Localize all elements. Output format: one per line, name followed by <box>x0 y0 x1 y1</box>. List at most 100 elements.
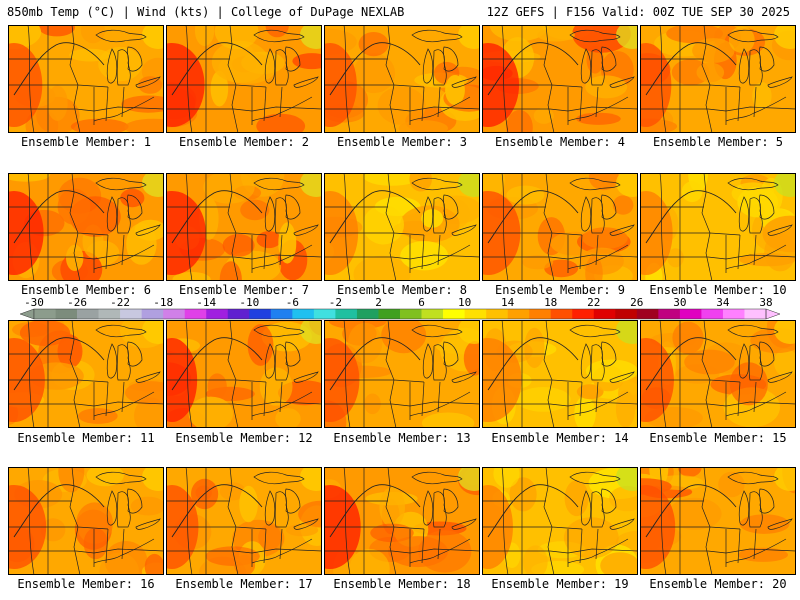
colorbar-swatch <box>77 309 99 319</box>
temperature-map <box>166 173 322 281</box>
colorbar-tick-label: 38 <box>759 296 773 309</box>
ensemble-map-panel <box>324 320 480 428</box>
state-boundaries <box>324 320 480 428</box>
colorbar-tick-label: 18 <box>544 296 558 309</box>
colorbar-swatch <box>615 309 638 319</box>
ensemble-map-panel <box>324 25 480 133</box>
temperature-colorbar: -30 -26 -22 -18 -14 -10 -6 -2 2 6 10 14 18 22 26 30 34 38… <box>0 296 800 320</box>
colorbar-swatch <box>270 309 293 319</box>
ensemble-member-label: Ensemble Member: 4 <box>494 135 626 149</box>
colorbar-swatch <box>184 309 207 319</box>
temperature-map <box>8 320 164 428</box>
header-title: 850mb Temp (°C) | Wind (kts) | College o… <box>7 5 405 19</box>
temperature-map <box>640 25 796 133</box>
temperature-map <box>166 320 322 428</box>
ensemble-member-label: Ensemble Member: 1 <box>20 135 152 149</box>
temperature-map <box>8 467 164 575</box>
state-boundaries <box>324 467 480 575</box>
ensemble-member-label: Ensemble Member: 16 <box>17 577 155 591</box>
ensemble-map-panel <box>8 25 164 133</box>
ensemble-member-label: Ensemble Member: 18 <box>333 577 471 591</box>
ensemble-member-label: Ensemble Member: 2 <box>178 135 310 149</box>
temperature-map <box>482 320 638 428</box>
state-boundaries <box>8 173 164 281</box>
state-boundaries <box>166 467 322 575</box>
ensemble-member-label: Ensemble Member: 10 <box>649 283 787 297</box>
colorbar-swatch <box>249 309 272 319</box>
colorbar-tick-label: 6 <box>418 296 425 309</box>
state-boundaries <box>8 467 164 575</box>
colorbar-right-arrow <box>765 308 781 320</box>
ensemble-member-label: Ensemble Member: 9 <box>494 283 626 297</box>
state-boundaries <box>166 320 322 428</box>
ensemble-map-panel <box>166 25 322 133</box>
colorbar-swatch <box>400 309 422 319</box>
ensemble-member-label: Ensemble Member: 5 <box>652 135 784 149</box>
temperature-map <box>8 25 164 133</box>
state-boundaries <box>640 25 796 133</box>
colorbar-swatch <box>550 309 573 319</box>
temperature-map <box>166 467 322 575</box>
ensemble-member-label: Ensemble Member: 19 <box>491 577 629 591</box>
ensemble-member-label: Ensemble Member: 7 <box>178 283 310 297</box>
ensemble-member-label: Ensemble Member: 14 <box>491 431 629 445</box>
ensemble-member-label: Ensemble Member: 3 <box>336 135 468 149</box>
ensemble-map-panel <box>324 467 480 575</box>
temperature-map <box>324 173 480 281</box>
colorbar-swatch <box>679 309 702 319</box>
colorbar-tick-label: -30 <box>24 296 44 309</box>
colorbar-tick-label: -26 <box>67 296 88 309</box>
colorbar-tick-label: -2 <box>328 296 343 309</box>
state-boundaries <box>482 173 638 281</box>
ensemble-map-panel <box>640 320 796 428</box>
colorbar-tick-label: -18 <box>153 296 174 309</box>
temperature-map <box>324 320 480 428</box>
header-valid-time: 12Z GEFS | F156 Valid: 00Z TUE SEP 30 20… <box>486 5 790 19</box>
colorbar-swatch <box>572 309 595 319</box>
colorbar-swatch <box>658 309 681 319</box>
colorbar-swatch <box>529 309 552 319</box>
state-boundaries <box>482 467 638 575</box>
colorbar-tick-label: 14 <box>500 296 515 309</box>
colorbar-tick-label: 2 <box>375 296 382 309</box>
colorbar-tick-label: 34 <box>716 296 730 309</box>
temperature-map <box>640 173 796 281</box>
ensemble-map-panel <box>482 173 638 281</box>
colorbar-swatch <box>292 309 315 319</box>
ensemble-member-label: Ensemble Member: 11 <box>17 431 155 445</box>
state-boundaries <box>482 320 638 428</box>
colorbar-swatch <box>701 309 724 319</box>
ensemble-member-label: Ensemble Member: 6 <box>20 283 152 297</box>
ensemble-member-label: Ensemble Member: 15 <box>649 431 787 445</box>
colorbar-tick-label: -22 <box>110 296 131 309</box>
colorbar-swatch <box>356 309 379 319</box>
colorbar-swatch <box>141 309 164 319</box>
temperature-map <box>8 173 164 281</box>
colorbar-swatch <box>443 309 465 319</box>
colorbar-swatch <box>593 309 616 319</box>
colorbar-swatch <box>163 309 186 319</box>
ensemble-map-panel <box>166 320 322 428</box>
state-boundaries <box>640 173 796 281</box>
ensemble-map-panel <box>640 25 796 133</box>
ensemble-map-panel <box>8 173 164 281</box>
colorbar-swatch <box>206 309 229 319</box>
ensemble-map-panel <box>640 467 796 575</box>
colorbar-swatch <box>313 309 336 319</box>
state-boundaries <box>324 173 480 281</box>
colorbar-swatch <box>120 309 142 319</box>
ensemble-member-label: Ensemble Member: 13 <box>333 431 471 445</box>
temperature-map <box>324 25 480 133</box>
colorbar-swatch <box>464 309 487 319</box>
colorbar-swatch <box>636 309 659 319</box>
ensemble-map-panel <box>482 467 638 575</box>
colorbar-swatch <box>744 309 767 319</box>
temperature-map <box>166 25 322 133</box>
colorbar-swatch <box>335 309 358 319</box>
state-boundaries <box>640 320 796 428</box>
ensemble-member-label: Ensemble Member: 8 <box>336 283 468 297</box>
colorbar-scale <box>19 308 781 320</box>
colorbar-tick-label: 22 <box>587 296 601 309</box>
ensemble-map-panel <box>640 173 796 281</box>
ensemble-map-panel <box>482 25 638 133</box>
